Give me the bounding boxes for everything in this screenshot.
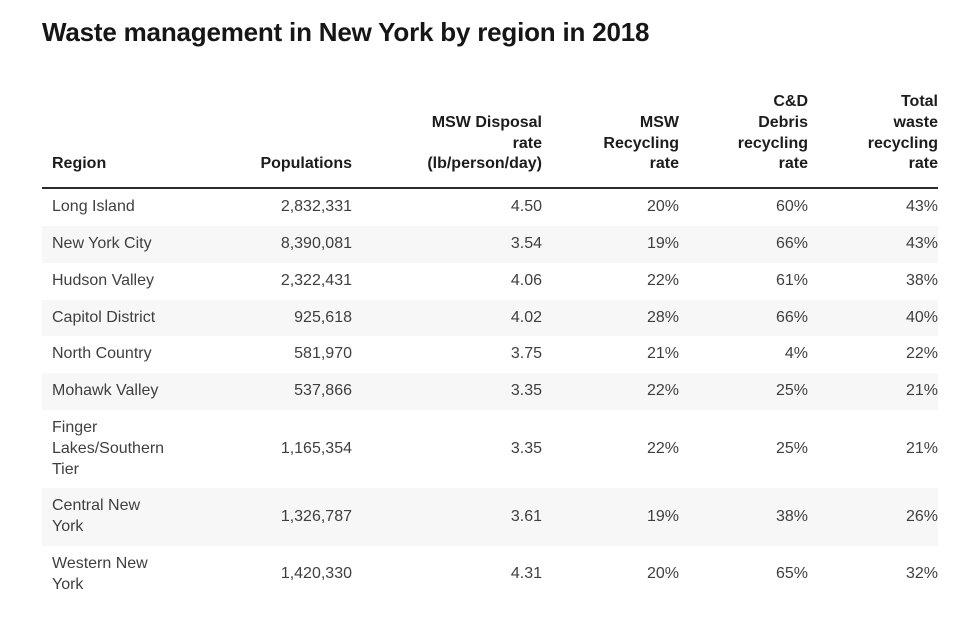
msw-disposal-rate-cell: 4.06 [510, 271, 542, 289]
msw-disposal-rate-cell: 4.50 [510, 198, 542, 216]
populations-cell: 1,326,787 [280, 507, 352, 525]
region-cell: New York City [52, 234, 152, 252]
table-header-row: Region Populations MSW Disposal rate (lb… [42, 92, 938, 189]
table-row-capitol-district: Capitol District 925,618 4.02 28% 66% 40… [42, 299, 938, 337]
column-header-total-waste-recycling-rate: Total waste recycling rate [867, 93, 938, 173]
page-title: Waste management in New York by region i… [42, 17, 650, 47]
msw-disposal-rate-cell: 3.35 [510, 382, 542, 400]
table-row-finger-lakes-southern-tier: Finger Lakes/Southern Tier 1,165,354 3.3… [42, 410, 938, 488]
table-row-north-country: North Country 581,970 3.75 21% 4% 22% [42, 336, 938, 373]
msw-recycling-rate-cell: 19% [646, 507, 679, 525]
table-row-central-new-york: Central New York 1,326,787 3.61 19% 38% … [42, 488, 938, 546]
region-cell: Finger Lakes/Southern Tier [52, 418, 165, 478]
total-waste-recycling-rate-cell: 43% [905, 234, 938, 252]
msw-disposal-rate-cell: 4.02 [510, 308, 542, 326]
total-waste-recycling-rate-cell: 43% [905, 198, 938, 216]
column-header-msw-recycling-rate: MSW Recycling rate [603, 113, 679, 173]
region-cell: Mohawk Valley [52, 382, 159, 400]
cd-debris-recycling-rate-cell: 61% [775, 271, 808, 289]
total-waste-recycling-rate-cell: 22% [905, 345, 938, 363]
populations-cell: 1,165,354 [280, 439, 352, 457]
cd-debris-recycling-rate-cell: 66% [775, 234, 808, 252]
region-cell: Hudson Valley [52, 271, 154, 289]
populations-cell: 925,618 [294, 308, 352, 326]
region-cell: North Country [52, 345, 152, 363]
populations-cell: 537,866 [294, 382, 352, 400]
region-cell: Western New York [52, 554, 148, 593]
cd-debris-recycling-rate-cell: 25% [775, 382, 808, 400]
msw-recycling-rate-cell: 22% [646, 382, 679, 400]
total-waste-recycling-rate-cell: 21% [905, 382, 938, 400]
column-header-populations: Populations [260, 155, 352, 173]
msw-recycling-rate-cell: 28% [646, 308, 679, 326]
table-row-long-island: Long Island 2,832,331 4.50 20% 60% 43% [42, 188, 938, 226]
page: Waste management in New York by region i… [42, 17, 938, 604]
cd-debris-recycling-rate-cell: 65% [775, 565, 808, 583]
populations-cell: 1,420,330 [280, 565, 352, 583]
cd-debris-recycling-rate-cell: 38% [775, 507, 808, 525]
msw-recycling-rate-cell: 20% [646, 565, 679, 583]
msw-disposal-rate-cell: 3.75 [510, 345, 542, 363]
cd-debris-recycling-rate-cell: 60% [775, 198, 808, 216]
msw-recycling-rate-cell: 22% [646, 271, 679, 289]
table-row-new-york-city: New York City 8,390,081 3.54 19% 66% 43% [42, 225, 938, 263]
msw-disposal-rate-cell: 3.54 [510, 234, 542, 252]
total-waste-recycling-rate-cell: 32% [905, 565, 938, 583]
msw-disposal-rate-cell: 4.31 [510, 565, 542, 583]
waste-management-table: Region Populations MSW Disposal rate (lb… [42, 92, 938, 604]
populations-cell: 2,322,431 [280, 271, 352, 289]
table-header: Region Populations MSW Disposal rate (lb… [42, 92, 938, 189]
populations-cell: 8,390,081 [280, 234, 352, 252]
total-waste-recycling-rate-cell: 21% [905, 439, 938, 457]
cd-debris-recycling-rate-cell: 4% [784, 345, 808, 363]
msw-recycling-rate-cell: 22% [646, 439, 679, 457]
table-row-hudson-valley: Hudson Valley 2,322,431 4.06 22% 61% 38% [42, 263, 938, 300]
region-cell: Long Island [52, 198, 135, 216]
column-header-region: Region [52, 155, 107, 173]
column-header-msw-disposal-rate: MSW Disposal rate (lb/person/day) [427, 113, 542, 173]
table-row-mohawk-valley: Mohawk Valley 537,866 3.35 22% 25% 21% [42, 373, 938, 410]
region-cell: Central New York [52, 497, 141, 536]
msw-recycling-rate-cell: 21% [646, 345, 679, 363]
populations-cell: 2,832,331 [280, 198, 352, 216]
total-waste-recycling-rate-cell: 38% [905, 271, 938, 289]
msw-recycling-rate-cell: 19% [646, 234, 679, 252]
region-cell: Capitol District [52, 308, 156, 326]
table-row-western-new-york: Western New York 1,420,330 4.31 20% 65% … [42, 546, 938, 604]
cd-debris-recycling-rate-cell: 66% [775, 308, 808, 326]
table-body: Long Island 2,832,331 4.50 20% 60% 43% N… [42, 188, 938, 603]
msw-recycling-rate-cell: 20% [646, 198, 679, 216]
msw-disposal-rate-cell: 3.35 [510, 439, 542, 457]
populations-cell: 581,970 [294, 345, 352, 363]
total-waste-recycling-rate-cell: 40% [905, 308, 938, 326]
msw-disposal-rate-cell: 3.61 [510, 507, 542, 525]
cd-debris-recycling-rate-cell: 25% [775, 439, 808, 457]
column-header-cd-debris-recycling-rate: C&D Debris recycling rate [737, 93, 808, 173]
total-waste-recycling-rate-cell: 26% [905, 507, 938, 525]
